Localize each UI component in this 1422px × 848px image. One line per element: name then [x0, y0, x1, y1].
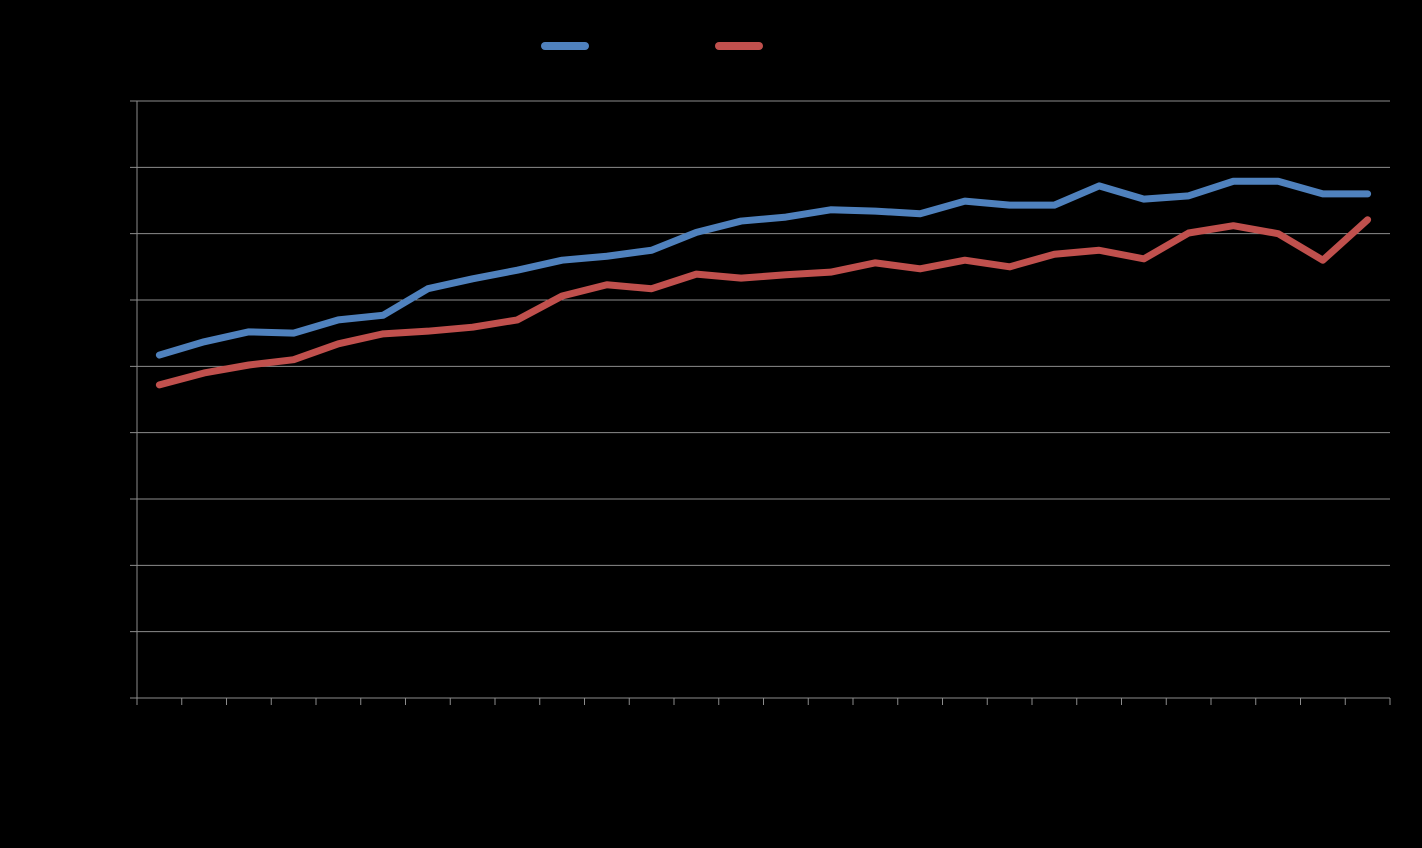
series-line: [155, 216, 1372, 389]
series-line: [155, 177, 1372, 359]
